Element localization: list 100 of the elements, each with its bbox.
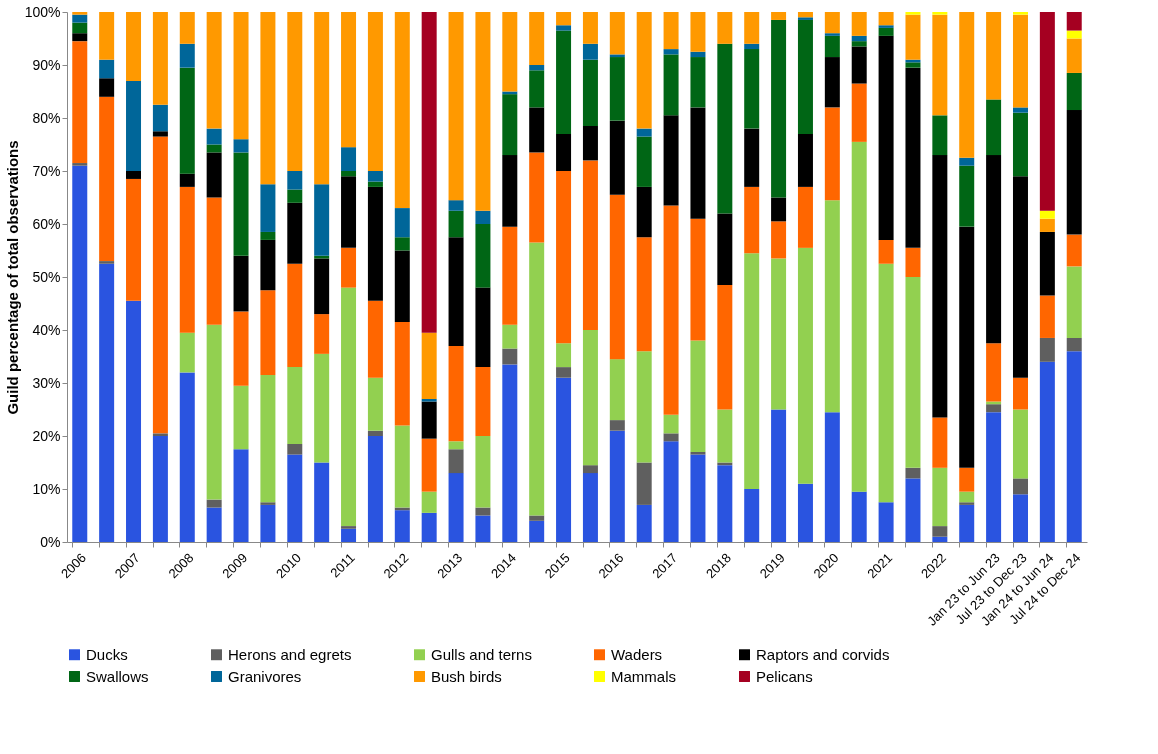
bar xyxy=(986,412,1002,542)
bar xyxy=(717,409,733,463)
bar xyxy=(99,261,115,264)
bar xyxy=(179,372,195,542)
bar xyxy=(744,49,760,129)
legend-label: Gulls and terns xyxy=(431,645,532,663)
bar xyxy=(287,443,303,455)
bar xyxy=(99,96,115,262)
bar xyxy=(959,165,975,227)
bar xyxy=(314,258,330,315)
bar xyxy=(1039,295,1055,338)
bar xyxy=(99,78,115,97)
bar xyxy=(582,160,598,330)
bar xyxy=(367,12,383,171)
bar xyxy=(233,12,249,140)
bar xyxy=(959,502,975,505)
bar xyxy=(72,22,88,34)
bar xyxy=(529,12,545,65)
bar xyxy=(1066,337,1082,352)
bar xyxy=(663,115,679,206)
bar xyxy=(690,57,706,108)
bar xyxy=(986,404,1002,413)
bar xyxy=(582,465,598,474)
bar xyxy=(690,451,706,455)
bar xyxy=(744,253,760,489)
bar xyxy=(717,284,733,410)
bar xyxy=(126,178,142,301)
bar xyxy=(851,46,867,84)
bar xyxy=(367,377,383,431)
bar xyxy=(475,210,491,224)
bar xyxy=(797,133,813,187)
bar xyxy=(932,14,948,116)
bar xyxy=(1039,12,1055,211)
bar xyxy=(717,465,733,542)
bar xyxy=(878,263,894,503)
bar xyxy=(287,454,303,542)
bar xyxy=(1066,72,1082,111)
bar xyxy=(663,433,679,442)
bar xyxy=(932,155,948,418)
bar xyxy=(824,412,840,542)
bar xyxy=(771,19,787,198)
bar xyxy=(905,62,921,68)
bar xyxy=(448,441,464,450)
bar xyxy=(905,67,921,248)
bar xyxy=(367,300,383,378)
bar xyxy=(260,504,276,542)
bar xyxy=(878,27,894,36)
bar xyxy=(556,25,572,31)
bar xyxy=(1012,494,1028,542)
bar xyxy=(636,128,652,137)
bar xyxy=(341,528,357,542)
bar xyxy=(260,502,276,505)
bar xyxy=(556,343,572,368)
bar xyxy=(475,224,491,288)
bar xyxy=(421,12,437,333)
bar xyxy=(421,398,437,402)
bar xyxy=(475,436,491,508)
bar xyxy=(529,152,545,243)
bar xyxy=(233,449,249,542)
bar xyxy=(1066,234,1082,267)
bar xyxy=(260,290,276,376)
bar xyxy=(609,194,625,360)
y-tick-label: 70% xyxy=(32,162,61,179)
bar xyxy=(394,322,410,426)
bar xyxy=(1066,110,1082,235)
bar xyxy=(502,364,518,542)
bar xyxy=(233,311,249,386)
bar xyxy=(206,12,222,129)
bar xyxy=(1066,12,1082,31)
bar xyxy=(179,67,195,174)
bar xyxy=(287,263,303,368)
y-tick-label: 30% xyxy=(32,374,61,391)
bar xyxy=(744,12,760,44)
bar xyxy=(959,157,975,166)
bar xyxy=(582,43,598,60)
bar xyxy=(314,184,330,256)
bar xyxy=(1012,12,1028,15)
bar xyxy=(744,489,760,542)
bar xyxy=(1039,231,1055,296)
bar xyxy=(1066,30,1082,39)
bar xyxy=(824,35,840,58)
bar xyxy=(556,133,572,171)
bar xyxy=(717,12,733,44)
bar xyxy=(636,351,652,463)
bar xyxy=(206,197,222,325)
bar xyxy=(797,17,813,20)
bar xyxy=(744,128,760,187)
bar xyxy=(529,520,545,542)
bar xyxy=(394,510,410,542)
bar xyxy=(529,70,545,108)
bar xyxy=(932,12,948,15)
bar xyxy=(959,467,975,492)
bar xyxy=(851,12,867,36)
bar xyxy=(287,367,303,444)
bar xyxy=(206,324,222,500)
bar xyxy=(341,147,357,171)
bar xyxy=(771,12,787,20)
bar xyxy=(72,165,88,542)
bar xyxy=(636,237,652,352)
bar xyxy=(905,467,921,479)
